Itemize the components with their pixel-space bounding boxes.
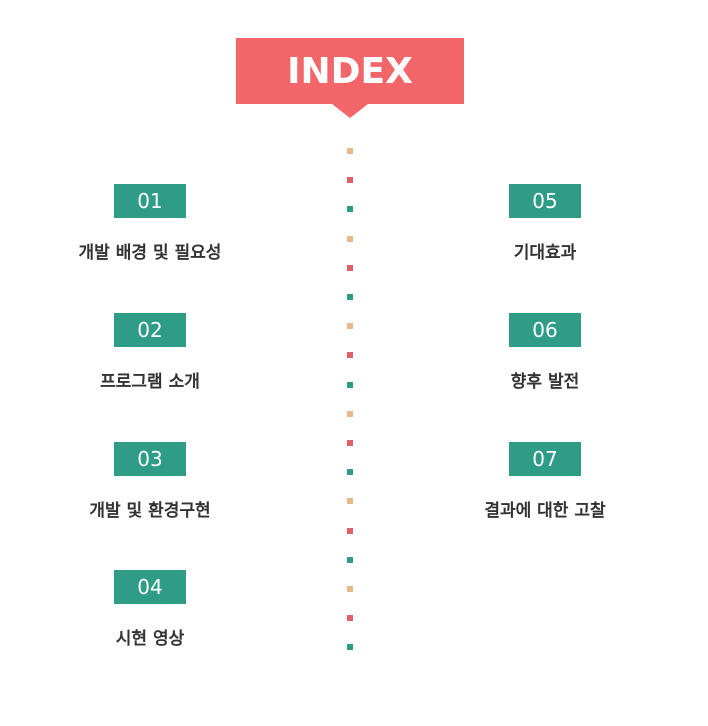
item-number: 02 <box>114 313 186 347</box>
index-item-06[interactable]: 06 향후 발전 <box>425 313 665 392</box>
item-label: 개발 배경 및 필요성 <box>78 243 222 263</box>
timeline-dot <box>347 528 353 534</box>
timeline-dot <box>347 644 353 650</box>
timeline-dot <box>347 148 353 154</box>
timeline-dot <box>347 265 353 271</box>
banner-pointer <box>332 104 368 118</box>
item-label: 시현 영상 <box>115 629 185 649</box>
timeline-dot <box>347 206 353 212</box>
timeline-dot <box>347 586 353 592</box>
item-label: 기대효과 <box>513 243 577 263</box>
index-item-02[interactable]: 02 프로그램 소개 <box>30 313 270 392</box>
timeline-dot <box>347 323 353 329</box>
item-number: 07 <box>509 442 581 476</box>
item-label: 개발 및 환경구현 <box>89 501 211 521</box>
timeline-dots <box>347 148 353 658</box>
item-number: 01 <box>114 184 186 218</box>
item-number: 06 <box>509 313 581 347</box>
timeline-dot <box>347 469 353 475</box>
item-number: 05 <box>509 184 581 218</box>
index-item-03[interactable]: 03 개발 및 환경구현 <box>30 442 270 521</box>
index-title: INDEX <box>287 50 413 92</box>
timeline-dot <box>347 177 353 183</box>
item-number: 04 <box>114 570 186 604</box>
timeline-dot <box>347 557 353 563</box>
item-label: 향후 발전 <box>510 372 580 392</box>
timeline-dot <box>347 440 353 446</box>
timeline-dot <box>347 382 353 388</box>
timeline-dot <box>347 411 353 417</box>
timeline-dot <box>347 294 353 300</box>
timeline-dot <box>347 498 353 504</box>
timeline-dot <box>347 236 353 242</box>
timeline-dot <box>347 352 353 358</box>
timeline-dot <box>347 615 353 621</box>
item-number: 03 <box>114 442 186 476</box>
index-item-04[interactable]: 04 시현 영상 <box>30 570 270 649</box>
item-label: 결과에 대한 고찰 <box>484 501 606 521</box>
item-label: 프로그램 소개 <box>100 372 200 392</box>
index-item-01[interactable]: 01 개발 배경 및 필요성 <box>30 184 270 263</box>
index-item-05[interactable]: 05 기대효과 <box>425 184 665 263</box>
index-banner: INDEX <box>236 38 464 104</box>
index-item-07[interactable]: 07 결과에 대한 고찰 <box>425 442 665 521</box>
